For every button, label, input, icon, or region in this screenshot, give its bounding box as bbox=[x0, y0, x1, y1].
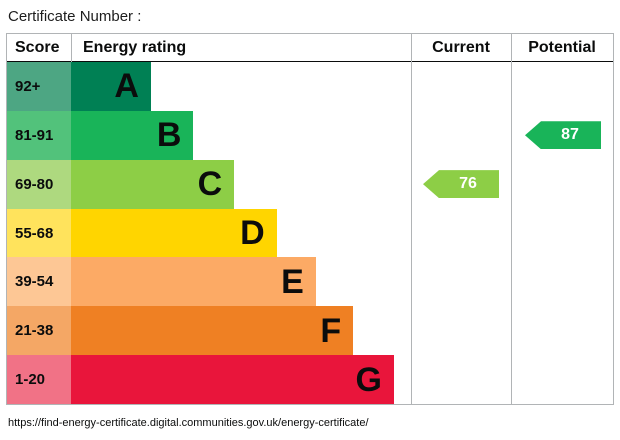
bar-area-e: E bbox=[71, 257, 411, 307]
rating-bands: 92+ A 81-91 B 69-80 C 55-68 D 39-54 E 21-38 F 1-20 G bbox=[7, 62, 411, 405]
chart-header-row: Score Energy rating Current Potential bbox=[7, 34, 613, 62]
rating-letter-c: C bbox=[197, 165, 223, 204]
column-divider bbox=[411, 34, 412, 404]
band-row-d: 55-68 D bbox=[7, 208, 411, 258]
energy-rating-column-header: Energy rating bbox=[83, 38, 187, 56]
band-row-f: 21-38 F bbox=[7, 306, 411, 356]
rating-letter-f: F bbox=[320, 311, 342, 350]
rating-bar-a: A bbox=[71, 62, 151, 111]
score-range-b: 81-91 bbox=[7, 110, 71, 160]
bar-area-f: F bbox=[71, 306, 411, 356]
score-range-e: 39-54 bbox=[7, 257, 71, 307]
certificate-number-label: Certificate Number : bbox=[8, 8, 142, 25]
rating-letter-e: E bbox=[281, 262, 304, 301]
current-column-header: Current bbox=[432, 38, 490, 56]
band-row-a: 92+ A bbox=[7, 62, 411, 111]
band-row-g: 1-20 G bbox=[7, 355, 411, 405]
band-row-c: 69-80 C bbox=[7, 159, 411, 209]
rating-letter-b: B bbox=[156, 116, 182, 155]
rating-bar-c: C bbox=[71, 159, 235, 209]
band-row-b: 81-91 B bbox=[7, 110, 411, 160]
column-divider bbox=[511, 34, 512, 404]
potential-rating-arrow: 87 bbox=[525, 121, 601, 150]
score-range-f: 21-38 bbox=[7, 306, 71, 356]
bar-area-c: C bbox=[71, 159, 411, 209]
bar-area-b: B bbox=[71, 110, 411, 160]
potential-rating-value: 87 bbox=[561, 126, 579, 144]
current-rating-value: 76 bbox=[459, 175, 477, 193]
rating-bar-d: D bbox=[71, 208, 277, 258]
column-divider bbox=[71, 34, 72, 62]
energy-rating-chart: Score Energy rating Current Potential 92… bbox=[6, 33, 614, 405]
bar-area-g: G bbox=[71, 355, 411, 405]
score-range-g: 1-20 bbox=[7, 355, 71, 405]
bar-area-d: D bbox=[71, 208, 411, 258]
potential-column-header: Potential bbox=[528, 38, 596, 56]
rating-bar-e: E bbox=[71, 257, 316, 307]
score-column-header: Score bbox=[15, 38, 60, 56]
band-row-e: 39-54 E bbox=[7, 257, 411, 307]
rating-letter-a: A bbox=[114, 67, 139, 106]
current-rating-arrow: 76 bbox=[423, 170, 499, 199]
bar-area-a: A bbox=[71, 62, 411, 111]
rating-bar-b: B bbox=[71, 110, 194, 160]
certificate-url: https://find-energy-certificate.digital.… bbox=[8, 417, 369, 429]
score-range-a: 92+ bbox=[7, 62, 71, 111]
score-range-d: 55-68 bbox=[7, 208, 71, 258]
rating-bar-f: F bbox=[71, 306, 354, 356]
rating-letter-g: G bbox=[355, 360, 382, 399]
score-range-c: 69-80 bbox=[7, 159, 71, 209]
rating-bar-g: G bbox=[71, 355, 394, 405]
rating-letter-d: D bbox=[240, 214, 265, 252]
